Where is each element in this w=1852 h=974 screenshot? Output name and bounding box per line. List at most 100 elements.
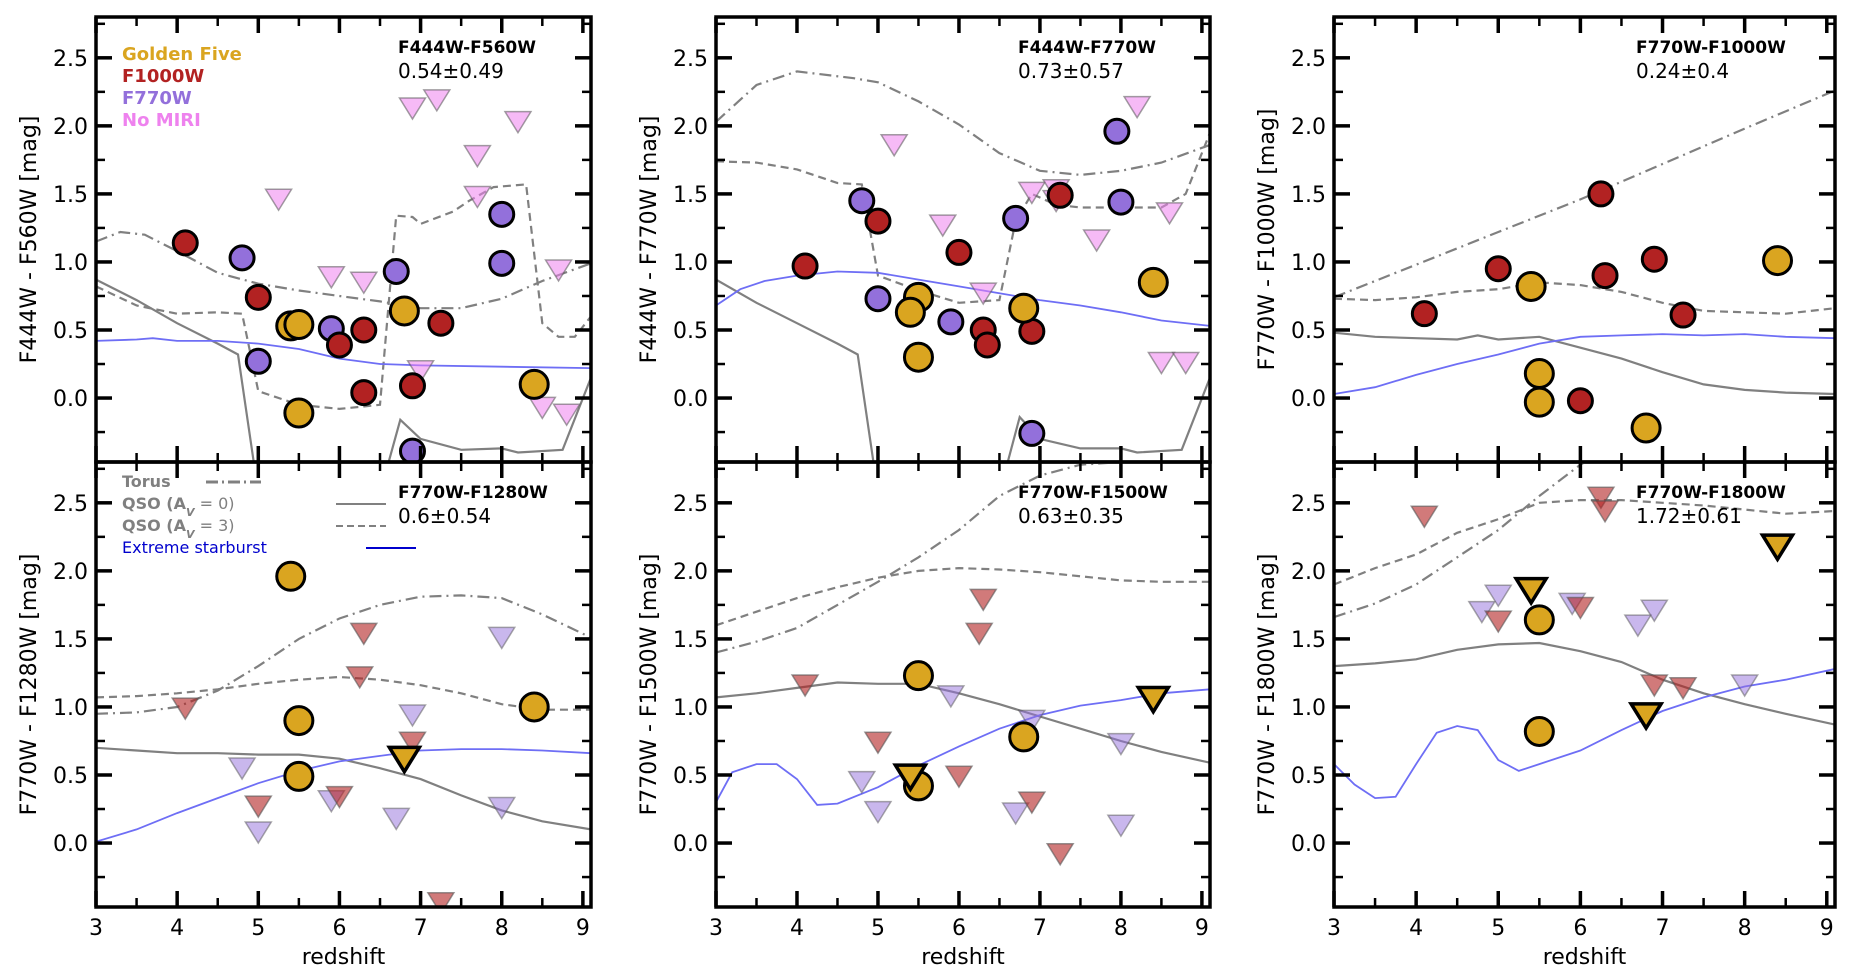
point-golden-five-limit [1512, 576, 1550, 607]
curve-torus [1334, 89, 1835, 299]
point-golden-five [283, 760, 315, 792]
point-f770w-limit [381, 807, 411, 831]
point-f770w [848, 187, 876, 215]
y-tick-label: 0.5 [673, 319, 708, 344]
point-golden-five [388, 295, 420, 327]
point-f1000w-limit [398, 731, 427, 755]
point-f1000w [350, 316, 378, 344]
point-f1000w [1640, 245, 1668, 273]
y-tick-label: 2.5 [53, 47, 88, 72]
x-tick-label: 9 [576, 916, 590, 941]
point-f1000w-limit [1668, 677, 1698, 701]
point-nomiri-limit [1171, 351, 1201, 375]
point-f770w-limit [1623, 614, 1653, 638]
curve-torus [1334, 462, 1588, 619]
x-tick-label: 5 [251, 916, 265, 941]
point-golden-five-limit [1627, 702, 1665, 732]
point-golden-five [283, 309, 315, 341]
panel-stat: 0.73±0.57 [1018, 59, 1124, 83]
point-f770w-limit [863, 800, 893, 825]
y-tick-label: 0.5 [1291, 764, 1326, 789]
point-nomiri-limit [552, 403, 582, 427]
point-golden-five [1762, 245, 1794, 277]
y-axis-label: F444W - F770W [mag] [637, 116, 662, 364]
curve-starburst [1334, 333, 1835, 395]
y-tick-label: 0.5 [1291, 319, 1326, 344]
plot-area [1334, 462, 1835, 800]
legend-entry-subscript: V [186, 528, 196, 541]
point-f1000w [1566, 387, 1594, 415]
x-tick-label: 7 [1033, 916, 1047, 941]
panel-2: 0.0 0.5 1.0 1.5 2.0 2.5 F444W - F770W [mag] F44… [637, 15, 1212, 464]
point-golden-five [1008, 292, 1040, 324]
point-nomiri-limit [463, 185, 492, 209]
plot-area [1334, 89, 1835, 444]
point-f1000w-limit [1483, 610, 1513, 634]
y-tick-label: 1.5 [673, 628, 708, 653]
y-tick-label: 0.5 [53, 764, 88, 789]
point-f1000w [1669, 301, 1697, 329]
point-f770w-limit [1483, 584, 1513, 608]
y-tick-label: 1.5 [1291, 628, 1326, 653]
point-f1000w [1484, 255, 1512, 283]
legend-entry: F1000W [122, 66, 204, 87]
plot-area [96, 560, 591, 907]
legend-entry: QSO (AV = 3) [122, 516, 235, 541]
legend-entry: Extreme starburst [122, 538, 267, 557]
x-tick-label: 6 [332, 916, 346, 941]
point-f1000w-limit [790, 674, 820, 698]
point-nomiri-limit [544, 259, 573, 283]
x-axis-label: redshift [921, 945, 1005, 970]
point-f770w [488, 200, 516, 228]
legend-entry-text: = 3) [195, 516, 235, 535]
y-tick-label: 0.0 [673, 832, 708, 857]
x-tick-label: 8 [495, 916, 509, 941]
point-nomiri-limit [879, 134, 909, 158]
point-golden-five-limit [892, 763, 929, 793]
curve-qso-av3 [1334, 281, 1835, 315]
point-f770w-limit [1106, 732, 1136, 756]
legend-entry: F770W [122, 88, 192, 109]
point-f1000w [171, 229, 199, 257]
curve-starburst [1334, 668, 1835, 800]
axes-frame [94, 460, 593, 909]
point-golden-five [283, 705, 315, 737]
legend-entry-text: QSO (A [122, 494, 187, 513]
point-f1000w-limit [170, 697, 200, 721]
y-tick-label: 1.5 [53, 183, 88, 208]
point-nomiri-limit [527, 396, 557, 420]
panel-title: F770W-F1280W [398, 483, 548, 503]
axes-frame [714, 15, 1212, 464]
point-f1000w [864, 207, 892, 235]
point-nomiri-limit [422, 89, 452, 113]
y-tick-label: 2.0 [53, 560, 88, 585]
y-tick-label: 1.5 [673, 183, 708, 208]
curve-qso-av3 [96, 675, 591, 711]
y-tick-label: 1.0 [673, 251, 708, 276]
y-tick-label: 0.0 [1291, 832, 1326, 857]
y-tick-label: 2.5 [1291, 492, 1326, 517]
y-tick-label: 0.5 [673, 764, 708, 789]
point-f1000w-limit [349, 622, 379, 646]
point-golden-five [902, 660, 934, 692]
point-f1000w [325, 331, 353, 359]
point-f770w-limit [487, 626, 517, 650]
curve-starburst [96, 748, 591, 843]
y-tick-label: 0.5 [53, 319, 88, 344]
point-golden-five [518, 368, 550, 400]
point-f770w [1107, 188, 1135, 216]
y-tick-label: 2.5 [673, 492, 708, 517]
point-f1000w-limit [1409, 505, 1439, 529]
x-tick-label: 3 [1327, 916, 1341, 941]
point-f1000w [1591, 262, 1619, 290]
curve-qso-av0 [716, 278, 1210, 462]
point-f1000w-limit [1586, 486, 1616, 510]
point-f1000w [791, 252, 819, 280]
x-tick-label: 4 [170, 916, 184, 941]
point-f770w-limit [1001, 802, 1030, 826]
axes-frame [1332, 460, 1837, 909]
x-tick-label: 6 [1573, 916, 1587, 941]
point-f1000w-limit [1566, 596, 1595, 620]
x-tick-label: 5 [1491, 916, 1505, 941]
